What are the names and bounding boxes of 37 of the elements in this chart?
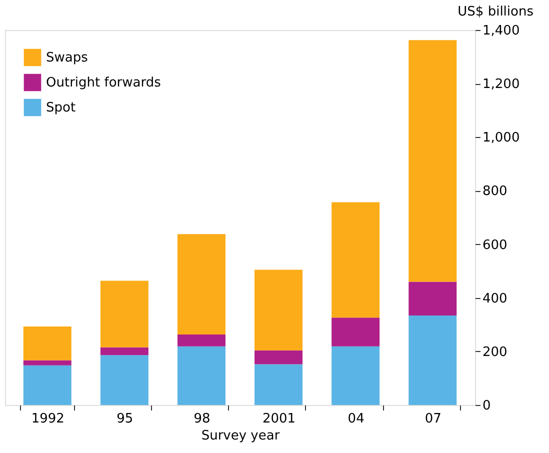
y-tick-label: 1,400 (482, 24, 520, 38)
y-tick-label: 400 (482, 291, 508, 306)
bar (100, 280, 148, 348)
bar (254, 350, 303, 364)
x-tick-label: 2001 (262, 412, 296, 426)
y-tick-label: 200 (482, 344, 508, 360)
legend-label: Outright forwards (46, 76, 162, 90)
bar (23, 360, 72, 366)
bar (408, 282, 457, 316)
y-tick-label: 800 (482, 184, 508, 200)
x-tick-label: 95 (116, 412, 134, 426)
y-tick-label: 1,000 (482, 130, 520, 146)
bar (100, 347, 148, 356)
y-tick-label: 1,200 (482, 77, 520, 92)
bar (254, 364, 303, 405)
bar (23, 365, 72, 405)
bar (177, 346, 226, 405)
bar (23, 326, 72, 360)
legend-label: Spot (46, 100, 76, 116)
y-tick-label: 600 (482, 238, 508, 253)
bar (100, 355, 148, 405)
legend-label: Swaps (46, 50, 88, 66)
bar (332, 202, 380, 318)
bar (332, 346, 380, 405)
x-tick-label: 07 (424, 412, 442, 426)
x-axis-title: Survey year (201, 428, 280, 444)
bar (408, 40, 457, 282)
x-tick-label: 1992 (31, 412, 64, 426)
y-axis-title: US$ billions (458, 4, 534, 20)
bar (177, 234, 226, 335)
bar (254, 270, 303, 350)
x-tick-label: 98 (194, 412, 210, 426)
y-tick-label: 0 (482, 398, 491, 414)
bar (408, 316, 457, 405)
x-tick-label: 04 (348, 412, 364, 426)
bar (332, 318, 380, 346)
bar (177, 334, 226, 346)
